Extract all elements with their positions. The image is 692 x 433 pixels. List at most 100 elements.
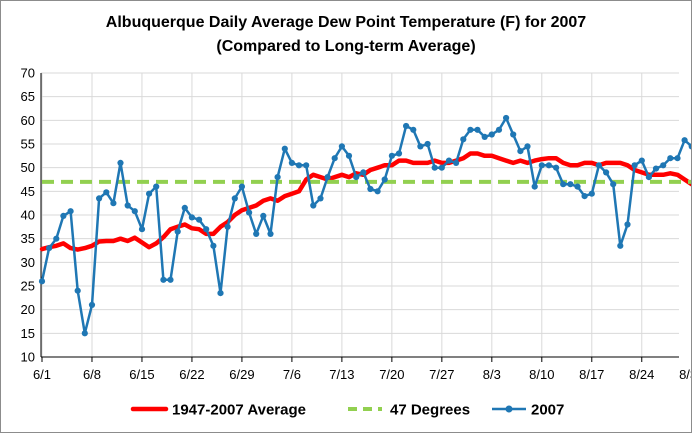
point-2007 (367, 185, 374, 193)
point-2007 (124, 202, 131, 209)
y-tick-label: 25 (21, 279, 35, 294)
gridlines (40, 72, 679, 362)
point-2007 (67, 208, 74, 215)
point-2007 (667, 155, 674, 162)
x-tick-label: 6/15 (129, 367, 154, 382)
point-2007 (460, 136, 467, 143)
point-2007 (210, 242, 217, 249)
point-2007 (610, 181, 617, 188)
point-2007 (403, 122, 410, 130)
legend-label: 47 Degrees (390, 402, 470, 419)
point-2007 (467, 126, 474, 133)
point-2007 (553, 164, 560, 171)
x-tick-label: 8/10 (529, 367, 554, 382)
legend-item: 1947-2007 Average (130, 402, 306, 419)
point-2007 (631, 162, 638, 169)
point-2007 (517, 148, 524, 155)
point-2007 (338, 143, 345, 150)
point-2007 (46, 245, 53, 252)
chart-title: Albuquerque Daily Average Dew Point Temp… (106, 14, 587, 31)
point-2007 (545, 162, 553, 169)
point-2007 (324, 174, 331, 181)
point-2007 (146, 190, 153, 197)
point-2007 (231, 195, 238, 202)
legend-label: 1947-2007 Average (172, 402, 306, 419)
point-2007 (117, 159, 124, 166)
point-2007 (253, 230, 260, 237)
x-tick-label: 8/31 (679, 367, 691, 382)
series-lines (38, 114, 691, 337)
point-2007 (167, 276, 174, 283)
point-2007 (131, 208, 138, 215)
point-2007 (588, 190, 595, 197)
point-2007 (474, 126, 481, 133)
point-2007 (531, 183, 538, 190)
point-2007 (438, 164, 445, 171)
point-2007 (153, 183, 160, 190)
point-2007 (638, 157, 645, 164)
point-2007 (410, 126, 417, 133)
y-tick-label: 55 (21, 137, 35, 152)
point-2007 (238, 183, 245, 190)
point-2007 (688, 143, 691, 150)
point-2007 (103, 189, 110, 196)
point-2007 (317, 195, 324, 202)
y-tick-label: 30 (21, 255, 35, 270)
point-2007 (603, 169, 610, 176)
x-tick-label: 7/13 (329, 367, 354, 382)
point-2007 (453, 159, 460, 166)
point-2007 (560, 181, 567, 188)
point-2007 (217, 290, 224, 297)
x-tick-label: 6/29 (229, 367, 254, 382)
point-2007 (652, 165, 660, 172)
legend-marker (505, 405, 513, 413)
point-2007 (274, 174, 281, 181)
point-2007 (431, 164, 438, 171)
point-2007 (660, 162, 667, 169)
point-2007 (567, 181, 574, 188)
point-2007 (674, 155, 681, 162)
series-line-2007 (40, 116, 691, 335)
point-2007 (138, 226, 146, 233)
point-2007 (495, 126, 503, 133)
y-axis-tick-labels: 10 15 20 25 30 35 40 45 50 55 60 65 70 (21, 66, 35, 365)
point-2007 (288, 159, 295, 166)
point-2007 (574, 183, 581, 190)
y-tick-label: 65 (21, 89, 35, 104)
y-tick-label: 60 (21, 113, 35, 128)
point-2007 (38, 278, 46, 285)
point-2007 (281, 145, 288, 152)
x-tick-label: 6/8 (83, 367, 101, 382)
y-tick-label: 15 (21, 326, 35, 341)
point-2007 (303, 162, 310, 169)
point-2007 (524, 143, 531, 150)
y-tick-label: 20 (21, 302, 35, 317)
x-axis-tick-labels: 6/1 6/8 6/15 6/22 6/29 7/6 7/13 7/20 7/27 8/3 8/10… (33, 367, 691, 382)
point-2007 (203, 226, 210, 233)
point-2007 (224, 223, 231, 230)
point-2007 (260, 212, 267, 219)
point-2007 (53, 235, 60, 242)
point-2007 (538, 162, 545, 169)
x-tick-label: 6/22 (179, 367, 204, 382)
point-2007 (503, 114, 510, 122)
point-2007 (374, 188, 381, 195)
point-2007 (624, 221, 631, 228)
x-tick-label: 8/17 (579, 367, 604, 382)
point-2007 (681, 137, 688, 144)
point-2007 (353, 174, 360, 181)
y-tick-label: 40 (21, 208, 35, 223)
legend-item: 2007 (492, 402, 564, 419)
point-2007 (481, 133, 488, 140)
x-tick-label: 8/24 (629, 367, 654, 382)
y-tick-label: 35 (21, 231, 35, 246)
point-2007 (88, 301, 96, 308)
point-2007 (295, 162, 303, 169)
legend-label: 2007 (531, 402, 564, 419)
point-2007 (345, 152, 353, 159)
point-2007 (181, 204, 188, 211)
y-tick-label: 10 (21, 350, 35, 365)
point-2007 (196, 216, 203, 223)
point-2007 (488, 131, 495, 138)
